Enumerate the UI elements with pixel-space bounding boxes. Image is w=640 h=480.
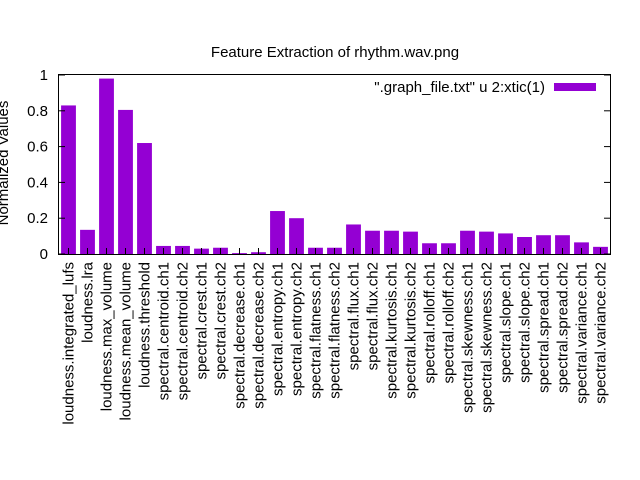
x-tick-label: spectral.slope.ch2 [517,262,534,383]
x-tick-label: spectral.decrease.ch2 [251,262,268,409]
legend-swatch [554,83,596,91]
x-tick-label: spectral.flux.ch1 [346,262,363,370]
bar-loudness-max-volume [99,78,114,254]
x-tick-label: loudness.max_volume [99,262,116,411]
bar-spectral-spread-ch1 [536,235,551,254]
bar-spectral-kurtosis-ch1 [384,230,399,254]
x-tick-label: spectral.kurtosis.ch1 [384,262,401,399]
x-tick-label: loudness.mean_volume [118,262,135,420]
bar-spectral-slope-ch2 [517,237,532,254]
bar-spectral-skewness-ch1 [460,230,475,254]
bar-loudness-mean-volume [118,109,133,254]
chart-title: Feature Extraction of rhythm.wav.png [211,44,459,61]
bar-spectral-kurtosis-ch2 [403,231,418,255]
x-tick-label: spectral.flatness.ch2 [327,262,344,399]
x-tick-label: spectral.flatness.ch1 [308,262,325,399]
y-axis-label: Normalized Values [0,101,12,226]
y-tick-label: 0 [40,246,48,263]
x-tick-label: spectral.crest.ch2 [213,262,230,380]
plot-frame [58,74,611,255]
bars-group [61,78,608,255]
ticks-group: loudness.integrated_lufs loudness.lra loud… [27,67,610,425]
x-tick-label: spectral.crest.ch1 [194,262,211,380]
bar-spectral-skewness-ch2 [479,231,494,255]
x-tick-label: spectral.spread.ch1 [536,262,553,393]
bar-spectral-flux-ch2 [365,230,380,254]
x-tick-label: spectral.skewness.ch2 [479,262,496,413]
x-tick-label: spectral.decrease.ch1 [232,262,249,409]
y-tick-label: 0.2 [27,210,48,227]
x-tick-label: spectral.centroid.ch2 [175,262,192,400]
x-tick-label: loudness.integrated_lufs [61,262,78,425]
legend-label: ".graph_file.txt" u 2:xtic(1) [374,79,545,96]
x-tick-label: spectral.entropy.ch1 [270,262,287,396]
x-tick-label: spectral.slope.ch1 [498,262,515,383]
x-tick-label: spectral.flux.ch2 [365,262,382,370]
x-tick-label: spectral.skewness.ch1 [460,262,477,413]
bar-spectral-entropy-ch2 [289,218,304,254]
x-tick-label: spectral.variance.ch2 [593,262,610,404]
x-tick-label: spectral.rolloff.ch1 [422,262,439,383]
bar-loudness-threshold [137,143,152,254]
bar-spectral-entropy-ch1 [270,211,285,254]
y-tick-label: 0.4 [27,174,48,191]
y-tick-label: 1 [40,67,48,84]
x-tick-label: spectral.spread.ch2 [555,262,572,393]
legend: ".graph_file.txt" u 2:xtic(1) [374,79,596,96]
bar-spectral-spread-ch2 [555,235,570,254]
x-tick-label: spectral.centroid.ch1 [156,262,173,400]
x-tick-label: loudness.threshold [137,262,154,388]
y-tick-label: 0.6 [27,139,48,156]
bar-loudness-integrated-lufs [61,105,76,255]
x-tick-label: spectral.entropy.ch2 [289,262,306,396]
x-tick-label: loudness.lra [80,261,97,343]
x-tick-label: spectral.variance.ch1 [574,262,591,404]
x-tick-label: spectral.rolloff.ch2 [441,262,458,383]
y-tick-label: 0.8 [27,103,48,120]
bar-spectral-slope-ch1 [498,233,513,254]
bar-loudness-lra [80,229,95,254]
bar-spectral-flux-ch1 [346,224,361,254]
x-tick-label: spectral.kurtosis.ch2 [403,262,420,399]
